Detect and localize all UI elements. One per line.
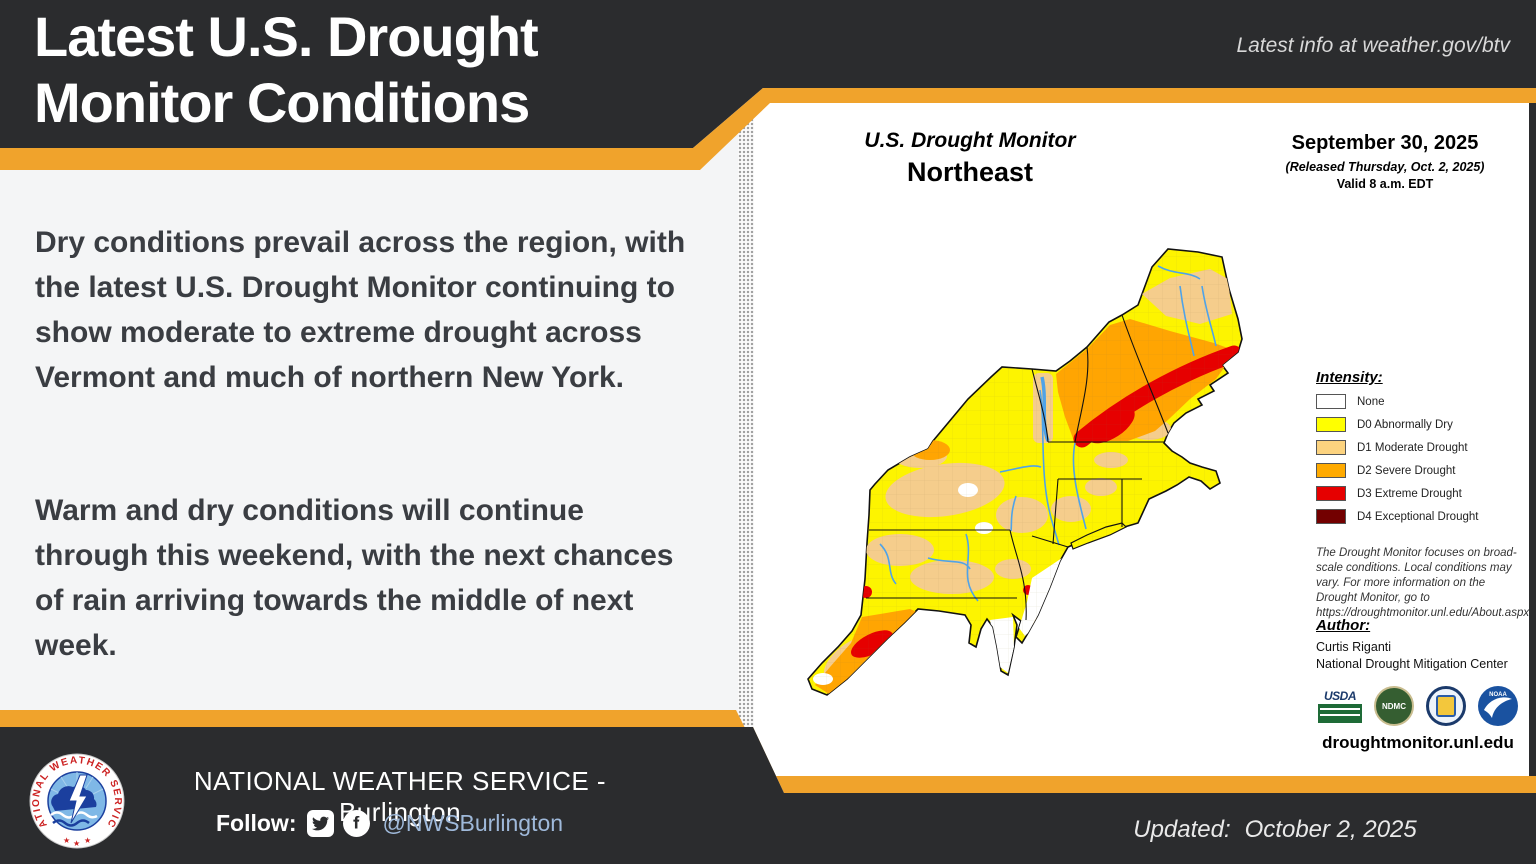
map-released-date: (Released Thursday, Oct. 2, 2025): [1285, 160, 1485, 174]
legend-swatch-d2: [1316, 463, 1346, 478]
legend-swatch-d1: [1316, 440, 1346, 455]
legend-row: D1 Moderate Drought: [1316, 440, 1478, 455]
drought-monitor-map: [807, 248, 1243, 696]
svg-text:★: ★: [63, 836, 70, 845]
commerce-seal-icon: [1426, 686, 1466, 726]
map-date: September 30, 2025: [1291, 132, 1479, 154]
legend-label: D2 Severe Drought: [1357, 464, 1456, 477]
legend-row: None: [1316, 394, 1478, 409]
map-valid-time: Valid 8 a.m. EDT: [1336, 177, 1434, 191]
page-title: Latest U.S. Drought Monitor Conditions: [34, 4, 539, 136]
updated-timestamp: Updated: October 2, 2025: [1095, 816, 1455, 844]
legend-swatch-d4: [1316, 509, 1346, 524]
intensity-legend: Intensity: None D0 Abnormally Dry D1 Mod…: [1316, 369, 1478, 524]
twitter-icon: [307, 810, 335, 837]
right-edge-bar: [1529, 0, 1536, 864]
legend-label: D3 Extreme Drought: [1357, 487, 1462, 500]
noaa-logo-icon: NOAA: [1478, 686, 1518, 726]
legend-label: D4 Exceptional Drought: [1357, 510, 1479, 523]
legend-heading: Intensity:: [1316, 369, 1383, 386]
legend-swatch-none: [1316, 394, 1346, 409]
page-title-line1: Latest U.S. Drought: [34, 5, 539, 68]
droughtmonitor-url: droughtmonitor.unl.edu: [1322, 733, 1514, 752]
follow-label: Follow:: [216, 810, 297, 836]
partner-logos: USDA NDMC NOAA: [1318, 686, 1518, 726]
legend-row: D4 Exceptional Drought: [1316, 509, 1478, 524]
social-follow-row: Follow: @NWSBurlington: [216, 810, 563, 837]
map-date-block: September 30, 2025 (Released Thursday, O…: [1278, 132, 1492, 191]
facebook-icon: [343, 810, 371, 837]
page-title-line2: Monitor Conditions: [34, 71, 530, 134]
legend-row: D2 Severe Drought: [1316, 463, 1478, 478]
author-heading: Author:: [1316, 617, 1371, 634]
author-organization: National Drought Mitigation Center: [1316, 657, 1508, 671]
svg-text:★: ★: [84, 836, 91, 845]
legend-label: D1 Moderate Drought: [1357, 441, 1468, 454]
legend-label: D0 Abnormally Dry: [1357, 418, 1453, 431]
map-region: Northeast: [906, 157, 1034, 187]
noaa-label: NOAA: [1489, 692, 1507, 698]
legend-swatch-d0: [1316, 417, 1346, 432]
social-handle: @NWSBurlington: [382, 810, 564, 836]
ndmc-logo-icon: NDMC: [1374, 686, 1414, 726]
legend-label: None: [1357, 395, 1385, 408]
summary-paragraph-1: Dry conditions prevail across the region…: [35, 226, 686, 394]
map-disclaimer: The Drought Monitor focuses on broad-sca…: [1316, 547, 1530, 619]
updated-date: October 2, 2025: [1244, 816, 1417, 843]
legend-row: D0 Abnormally Dry: [1316, 417, 1478, 432]
usda-label: USDA: [1318, 689, 1362, 704]
nws-seal-logo: NATIONAL WEATHER SERVICE ★ ★ ★: [29, 753, 125, 849]
author-name: Curtis Riganti: [1316, 640, 1392, 654]
updated-label: Updated:: [1133, 816, 1231, 843]
map-title-block: U.S. Drought Monitor Northeast: [800, 129, 1140, 188]
halftone-divider: [738, 110, 754, 776]
legend-swatch-d3: [1316, 486, 1346, 501]
legend-row: D3 Extreme Drought: [1316, 486, 1478, 501]
map-title: U.S. Drought Monitor: [864, 129, 1076, 152]
usda-logo-icon: USDA: [1318, 689, 1362, 723]
svg-text:★: ★: [73, 839, 80, 848]
info-link-text: Latest info at weather.gov/btv: [1236, 34, 1510, 57]
summary-paragraph-2: Warm and dry conditions will continue th…: [35, 494, 674, 662]
